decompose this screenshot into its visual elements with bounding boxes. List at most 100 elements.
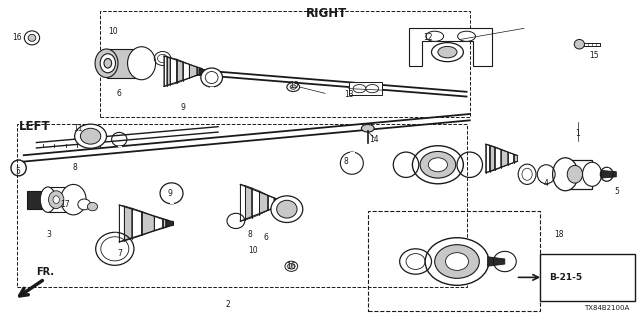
Polygon shape	[48, 187, 74, 212]
Text: 4: 4	[544, 179, 548, 188]
Text: 8: 8	[248, 230, 252, 239]
Polygon shape	[166, 220, 173, 227]
Text: 15: 15	[290, 81, 300, 90]
Bar	[100, 11, 470, 117]
Text: 6: 6	[117, 89, 122, 98]
Polygon shape	[189, 64, 197, 78]
Ellipse shape	[445, 252, 468, 270]
Text: RIGHT: RIGHT	[306, 7, 347, 20]
Ellipse shape	[431, 43, 463, 62]
Polygon shape	[183, 62, 189, 81]
Ellipse shape	[127, 47, 156, 80]
Text: LEFT: LEFT	[19, 120, 51, 133]
Text: 13: 13	[344, 91, 353, 100]
Bar	[540, 253, 636, 301]
Polygon shape	[508, 152, 514, 165]
Ellipse shape	[285, 261, 298, 271]
Ellipse shape	[100, 54, 115, 73]
Text: 12: 12	[424, 33, 433, 42]
Text: TX84B2100A: TX84B2100A	[584, 305, 629, 311]
Polygon shape	[141, 212, 154, 236]
Polygon shape	[27, 191, 48, 209]
Ellipse shape	[582, 162, 602, 186]
Text: 7: 7	[117, 249, 122, 258]
Polygon shape	[268, 195, 274, 211]
Ellipse shape	[425, 238, 489, 285]
Ellipse shape	[201, 68, 223, 87]
Polygon shape	[170, 58, 177, 85]
Polygon shape	[197, 68, 202, 75]
Polygon shape	[409, 28, 492, 67]
Polygon shape	[163, 219, 169, 228]
Polygon shape	[252, 188, 259, 218]
Text: 5: 5	[614, 187, 619, 196]
Ellipse shape	[366, 84, 379, 93]
Text: 1: 1	[576, 129, 580, 138]
Ellipse shape	[438, 46, 457, 58]
Ellipse shape	[362, 124, 374, 132]
Polygon shape	[274, 198, 278, 208]
Polygon shape	[119, 205, 124, 242]
Ellipse shape	[24, 31, 40, 45]
Ellipse shape	[420, 151, 456, 178]
Polygon shape	[486, 144, 490, 173]
Polygon shape	[124, 206, 132, 241]
Ellipse shape	[287, 83, 300, 92]
Polygon shape	[241, 184, 246, 221]
Ellipse shape	[88, 203, 98, 211]
Text: 11: 11	[73, 124, 83, 133]
Ellipse shape	[287, 263, 295, 269]
Ellipse shape	[95, 49, 118, 77]
Ellipse shape	[104, 59, 111, 68]
Polygon shape	[488, 257, 505, 266]
Text: 18: 18	[554, 230, 564, 239]
Text: 3: 3	[47, 230, 52, 239]
Polygon shape	[246, 186, 252, 220]
Polygon shape	[167, 57, 170, 86]
Ellipse shape	[75, 124, 106, 148]
Polygon shape	[154, 216, 163, 230]
Ellipse shape	[290, 85, 296, 89]
Polygon shape	[106, 49, 141, 77]
Ellipse shape	[426, 31, 444, 41]
Ellipse shape	[78, 199, 91, 210]
Polygon shape	[276, 199, 282, 206]
Ellipse shape	[412, 146, 463, 184]
Text: 8: 8	[72, 164, 77, 172]
Ellipse shape	[40, 187, 56, 212]
Polygon shape	[259, 191, 268, 215]
Ellipse shape	[567, 165, 582, 183]
Text: 9: 9	[168, 189, 173, 198]
Polygon shape	[490, 145, 495, 172]
Text: 5: 5	[15, 167, 20, 176]
Polygon shape	[565, 160, 592, 188]
Ellipse shape	[81, 128, 100, 144]
Text: 16: 16	[287, 262, 296, 271]
Polygon shape	[514, 154, 518, 163]
Text: 10: 10	[248, 246, 258, 255]
Polygon shape	[349, 82, 383, 95]
Text: 15: 15	[589, 51, 599, 60]
Text: 9: 9	[180, 103, 186, 112]
Ellipse shape	[458, 31, 476, 41]
Ellipse shape	[61, 184, 86, 215]
Ellipse shape	[428, 158, 447, 172]
Text: 14: 14	[369, 135, 379, 144]
Polygon shape	[164, 56, 167, 86]
Ellipse shape	[276, 200, 297, 218]
Text: 17: 17	[60, 200, 70, 209]
Polygon shape	[501, 149, 508, 168]
Ellipse shape	[49, 191, 64, 209]
Ellipse shape	[552, 158, 578, 191]
Ellipse shape	[353, 84, 366, 93]
Text: 16: 16	[13, 33, 22, 42]
Text: 10: 10	[108, 27, 118, 36]
Ellipse shape	[574, 39, 584, 49]
Ellipse shape	[28, 34, 36, 41]
Text: 2: 2	[225, 300, 230, 309]
Bar	[17, 124, 467, 287]
Ellipse shape	[205, 71, 218, 84]
Polygon shape	[132, 208, 141, 239]
Polygon shape	[591, 170, 616, 179]
Text: 8: 8	[343, 157, 348, 166]
